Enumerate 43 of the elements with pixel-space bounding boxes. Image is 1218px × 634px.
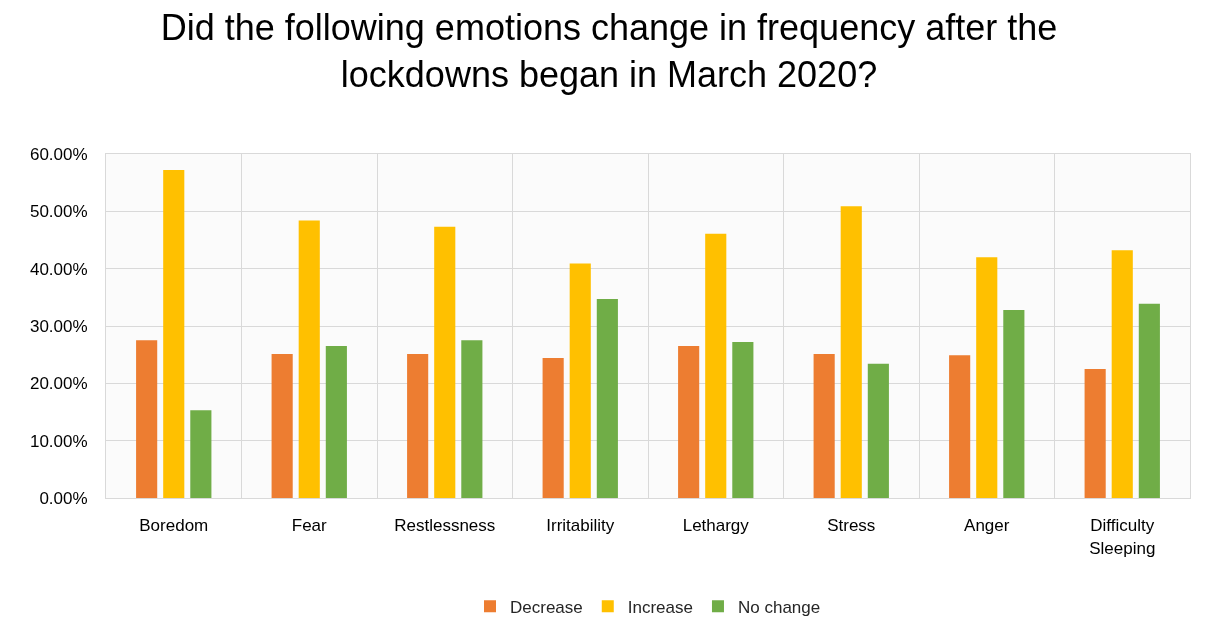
x-tick-label: Boredom <box>139 516 209 536</box>
bar <box>596 299 618 498</box>
bar <box>976 257 998 498</box>
bar <box>949 355 971 498</box>
bar <box>867 363 889 498</box>
bar <box>1111 250 1133 498</box>
bar <box>813 354 835 498</box>
bar <box>1084 369 1106 498</box>
bar <box>569 263 591 498</box>
bar <box>732 342 754 498</box>
bar <box>298 220 320 498</box>
bar <box>325 346 347 498</box>
y-tick-label: 50.00% <box>29 202 88 222</box>
bar <box>136 340 158 498</box>
bar <box>461 340 483 498</box>
x-tick-label: Fear <box>291 516 328 536</box>
legend-label: Decrease <box>510 597 583 617</box>
bar <box>542 358 564 498</box>
x-tick-label: Stress <box>827 516 876 536</box>
bar <box>678 346 700 498</box>
y-tick-label: 20.00% <box>29 374 88 394</box>
bar <box>163 170 185 498</box>
y-tick-label: 30.00% <box>29 316 88 336</box>
bar <box>434 226 456 498</box>
y-tick-label: 60.00% <box>29 144 88 164</box>
x-tick-label: Irritability <box>546 516 615 536</box>
legend-label: No change <box>737 597 821 617</box>
x-tick-label: Difficulty Sleeping <box>1089 516 1156 558</box>
legend-label: Increase <box>627 597 693 617</box>
y-tick-label: 40.00% <box>29 259 88 279</box>
bar <box>1138 303 1160 498</box>
x-tick-label: Lethargy <box>682 516 750 536</box>
chart-title: Did the following emotions change in frequency after the lockdowns began in March 2020? <box>160 7 1058 95</box>
x-tick-label: Restlessness <box>394 516 496 536</box>
bar <box>705 233 727 498</box>
bar <box>840 206 862 498</box>
y-tick-label: 10.00% <box>29 431 88 451</box>
y-tick-label: 0.00% <box>39 488 88 508</box>
x-tick-label: Anger <box>964 516 1010 536</box>
bar <box>190 410 212 498</box>
bar <box>1003 309 1025 498</box>
bar <box>407 354 429 498</box>
bar <box>271 354 293 498</box>
